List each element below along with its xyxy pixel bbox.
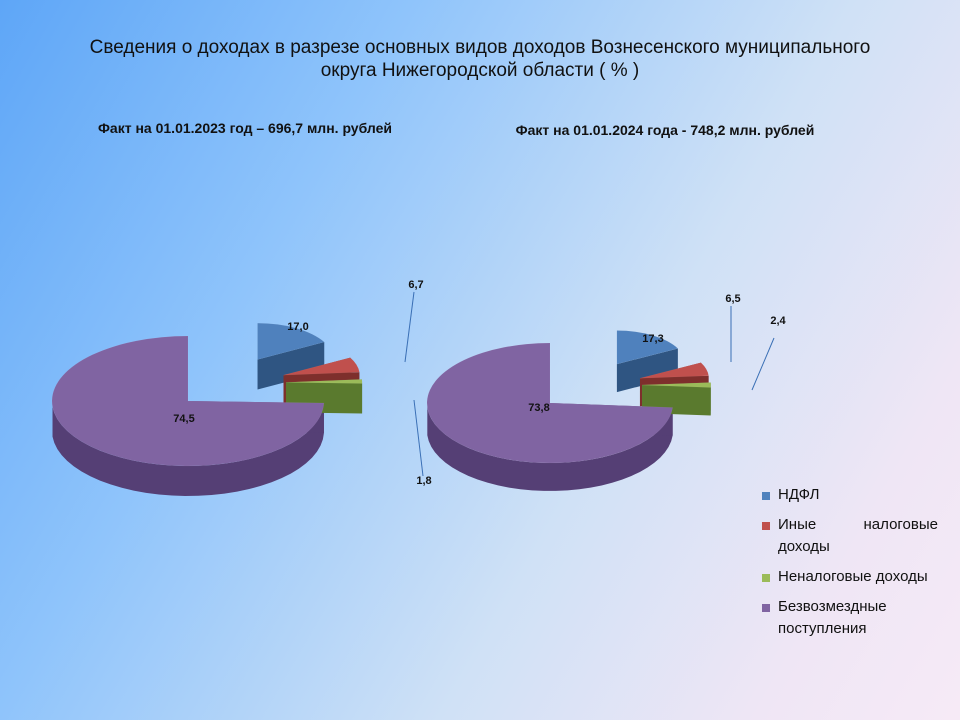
slice-side xyxy=(52,403,324,496)
slice-wall xyxy=(257,342,325,390)
data-label: 17,3 xyxy=(642,333,663,345)
legend-label: НДФЛ xyxy=(778,486,820,503)
pie-0: 17,0 6,7 1,8 74,5 xyxy=(51,279,432,496)
pie-slice xyxy=(257,322,325,360)
legend-item: Безвозмездные поступления xyxy=(762,596,938,640)
data-label: 6,5 xyxy=(725,293,740,305)
legend-item: Неналоговые доходы xyxy=(762,566,938,588)
leader-line xyxy=(413,399,424,477)
pie-slice xyxy=(283,357,360,376)
slice-side xyxy=(427,407,673,491)
data-label: 73,8 xyxy=(528,402,549,414)
leader-line xyxy=(404,291,415,363)
legend-label: Безвозмездные поступления xyxy=(778,598,887,637)
pie-slice xyxy=(285,379,363,384)
legend-label: Иные налоговые доходы xyxy=(778,516,938,555)
pie-slice xyxy=(51,335,325,467)
legend-item: Иные налоговые доходы xyxy=(762,514,938,558)
legend-swatch xyxy=(762,492,770,500)
chart-title: Сведения о доходах в разрезе основных ви… xyxy=(89,37,871,81)
legend-swatch xyxy=(762,574,770,582)
leader-line xyxy=(751,337,775,391)
data-label: 1,8 xyxy=(416,475,431,487)
pie-2024-subtitle: Факт на 01.01.2024 года - 748,2 млн. руб… xyxy=(515,122,815,138)
pie-slice xyxy=(641,382,712,388)
data-label: 17,0 xyxy=(287,321,308,333)
slice-wall xyxy=(616,348,678,393)
legend-label: Неналоговые доходы xyxy=(778,568,928,585)
pie-slice xyxy=(426,342,673,464)
data-label: 2,4 xyxy=(770,315,786,327)
pie-slice xyxy=(639,362,709,379)
pie-1: 17,3 6,5 2,4 73,8 xyxy=(426,293,787,491)
legend: НДФЛ Иные налоговые доходы Неналоговые дох… xyxy=(762,484,938,648)
data-label: 6,7 xyxy=(408,279,423,291)
legend-swatch xyxy=(762,604,770,612)
pie-slice xyxy=(616,330,679,365)
legend-item: НДФЛ xyxy=(762,484,938,506)
legend-swatch xyxy=(762,522,770,530)
data-label: 74,5 xyxy=(173,413,194,425)
pie-2023-subtitle: Факт на 01.01.2023 год – 696,7 млн. рубл… xyxy=(97,120,392,136)
